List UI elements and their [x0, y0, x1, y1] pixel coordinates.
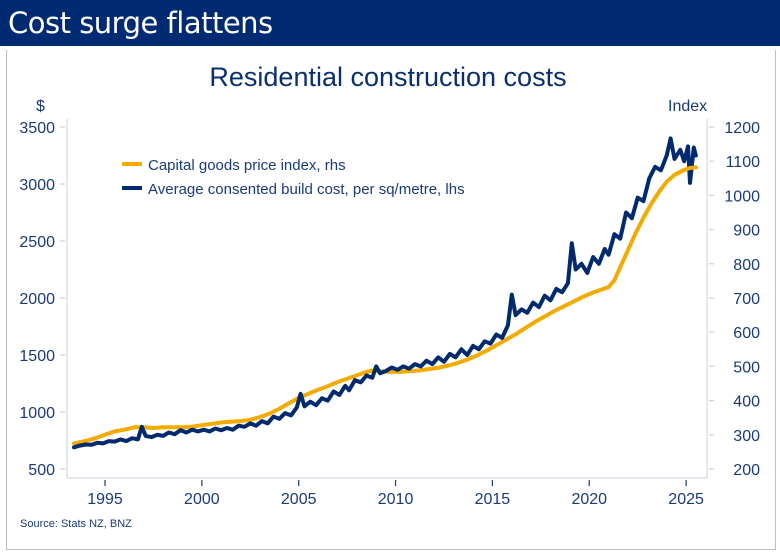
left-tick-label: 2000 — [19, 291, 55, 308]
right-tick-label: 1000 — [724, 188, 760, 205]
right-axis-unit: Index — [668, 98, 707, 115]
left-tick-label: 2500 — [19, 234, 55, 251]
left-axis-unit: $ — [36, 98, 45, 115]
source-note: Source: Stats NZ, BNZ — [20, 518, 132, 530]
axes: 500 1000 1500 2000 2500 3000 3500 200 300 400 500 6… — [19, 119, 760, 508]
right-tick-label: 1100 — [726, 154, 761, 171]
right-tick-label: 500 — [733, 359, 760, 376]
left-tick-label: 3500 — [19, 120, 55, 137]
x-tick-label: 2000 — [184, 491, 220, 508]
right-tick-label: 200 — [733, 462, 760, 479]
left-tick-label: 500 — [28, 462, 55, 479]
x-tick-label: 2025 — [668, 491, 704, 508]
x-tick-label: 1995 — [87, 491, 123, 508]
series-line-capital-goods-overlay — [672, 165, 698, 177]
series-layer — [72, 136, 698, 450]
chart-frame — [6, 50, 776, 550]
series-line-capital-goods — [72, 165, 698, 446]
x-tick-label: 2005 — [281, 491, 317, 508]
slide-title: Cost surge flattens — [8, 6, 273, 40]
right-tick-label: 1200 — [724, 120, 760, 137]
left-tick-label: 3000 — [19, 177, 55, 194]
right-tick-label: 400 — [733, 394, 760, 411]
legend-swatch-build-cost — [122, 186, 142, 190]
legend-swatch-capital-goods — [122, 162, 142, 166]
legend-label-capital-goods: Capital goods price index, rhs — [148, 157, 346, 174]
legend-label-build-cost: Average consented build cost, per sq/met… — [148, 181, 465, 198]
left-tick-label: 1500 — [19, 348, 55, 365]
right-tick-label: 600 — [733, 325, 760, 342]
right-tick-label: 900 — [733, 223, 760, 240]
right-tick-label: 700 — [733, 291, 760, 308]
left-tick-label: 1000 — [19, 405, 55, 422]
series-line-build-cost — [72, 136, 698, 450]
right-tick-label: 800 — [733, 257, 760, 274]
chart-title: Residential construction costs — [209, 62, 566, 92]
x-tick-label: 2020 — [571, 491, 607, 508]
x-tick-label: 2015 — [475, 491, 511, 508]
x-tick-label: 2010 — [378, 491, 414, 508]
title-banner: Cost surge flattens — [0, 0, 780, 46]
right-tick-label: 300 — [733, 428, 760, 445]
legend: Capital goods price index, rhs Average c… — [122, 157, 465, 198]
